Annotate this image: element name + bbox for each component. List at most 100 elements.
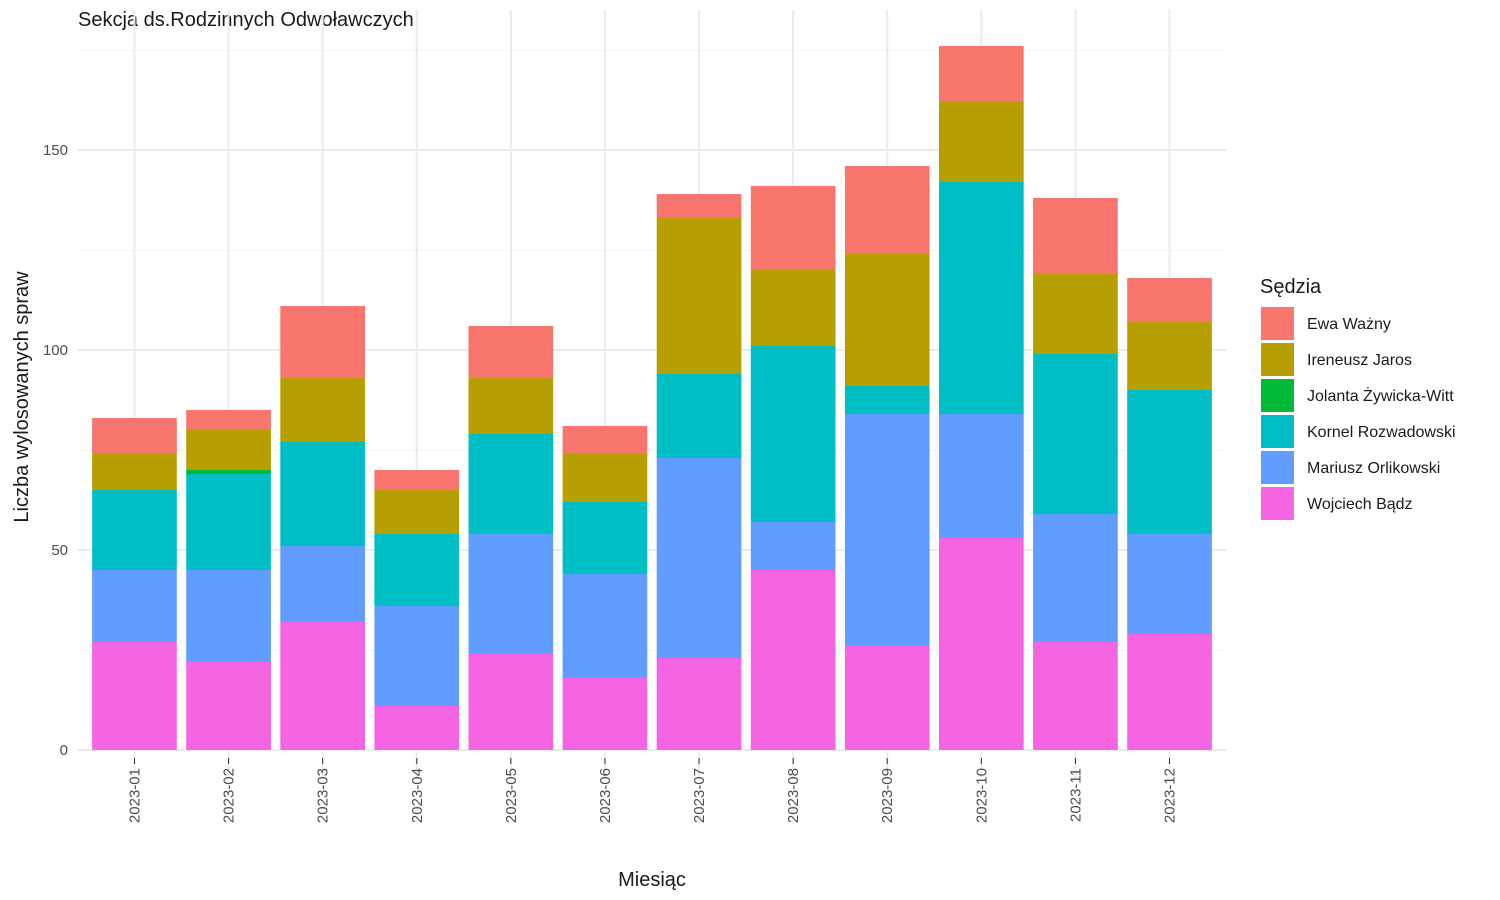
bar-segment: [750, 270, 836, 346]
bar-stack-2023-01: [92, 418, 177, 750]
legend-item: Ireneusz Jaros: [1261, 343, 1412, 376]
bar-stack-2023-08: [750, 186, 836, 750]
x-axis-ticks: 2023-01 2023-02 2023-03 2023-04 2023-05 2023-…: [126, 758, 1179, 823]
bar-segment: [656, 374, 742, 458]
legend-swatch: [1261, 379, 1294, 412]
bar-stack-2023-11: [1033, 198, 1118, 750]
legend-label: Kornel Rozwadowski: [1307, 424, 1456, 441]
bar-stack-2023-10: [939, 46, 1024, 750]
bar-segment: [374, 606, 460, 706]
legend-swatch: [1261, 487, 1294, 520]
chart-title: Sekcja ds.Rodzinnych Odwoławczych: [78, 9, 414, 31]
bar-segment: [92, 570, 177, 642]
bar-segment: [92, 418, 177, 454]
bar-segment: [750, 570, 836, 750]
x-tick-label: 2023-11: [1067, 768, 1084, 822]
legend-item: Wojciech Bądz: [1261, 487, 1413, 520]
legend: Sędzia Ewa Ważny Ireneusz Jaros Jolanta Ży…: [1260, 276, 1456, 520]
legend-items: Ewa Ważny Ireneusz Jaros Jolanta Żywicka-W…: [1261, 307, 1456, 520]
bar-segment: [939, 182, 1024, 414]
legend-label: Mariusz Orlikowski: [1307, 460, 1440, 477]
bar-segment: [468, 654, 554, 750]
bar-segment: [750, 186, 836, 270]
x-tick-label: 2023-02: [221, 768, 238, 823]
bar-segment: [844, 166, 930, 254]
bar-segment: [656, 218, 742, 374]
bar-segment: [844, 386, 930, 414]
bar-segment: [280, 442, 365, 546]
x-tick-label: 2023-05: [503, 768, 520, 823]
bar-segment: [280, 378, 365, 442]
y-tick-label: 0: [60, 742, 68, 759]
legend-label: Jolanta Żywicka-Witt: [1307, 386, 1454, 405]
bar-segment: [844, 254, 930, 386]
bar-stack-2023-05: [468, 326, 554, 750]
bar-segment: [844, 414, 930, 646]
bar-segment: [939, 102, 1024, 182]
bar-stack-2023-03: [280, 306, 365, 750]
legend-item: Kornel Rozwadowski: [1261, 415, 1456, 448]
legend-swatch: [1261, 307, 1294, 340]
y-tick-label: 100: [43, 342, 68, 359]
x-tick-label: 2023-04: [409, 768, 426, 823]
bar-segment: [1033, 198, 1118, 274]
bar-segment: [280, 306, 365, 378]
bar-stack-2023-07: [656, 194, 742, 750]
bar-segment: [562, 502, 648, 574]
x-tick-label: 2023-03: [315, 768, 332, 823]
bar-segment: [92, 642, 177, 750]
x-tick-label: 2023-12: [1162, 768, 1179, 823]
legend-swatch: [1261, 343, 1294, 376]
bar-segment: [562, 454, 648, 502]
x-tick-label: 2023-06: [597, 768, 614, 823]
bar-segment: [562, 678, 648, 750]
bar-segment: [562, 426, 648, 454]
bar-stack-2023-02: [186, 410, 271, 750]
legend-item: Mariusz Orlikowski: [1261, 451, 1440, 484]
legend-label: Ireneusz Jaros: [1307, 352, 1412, 369]
bar-segment: [844, 646, 930, 750]
y-tick-label: 50: [51, 542, 68, 559]
legend-item: Jolanta Żywicka-Witt: [1261, 379, 1454, 412]
y-axis-title: Liczba wylosowanych spraw: [11, 271, 33, 523]
x-tick-label: 2023-08: [785, 768, 802, 823]
bar-segment: [186, 570, 271, 662]
bar-segment: [1127, 534, 1212, 634]
legend-item: Ewa Ważny: [1261, 307, 1391, 340]
x-tick-label: 2023-01: [126, 768, 143, 823]
x-tick-label: 2023-09: [879, 768, 896, 823]
bar-segment: [750, 522, 836, 570]
bar-segment: [1033, 514, 1118, 642]
bar-segment: [656, 194, 742, 218]
bars: [92, 46, 1212, 750]
bar-segment: [1127, 390, 1212, 534]
legend-swatch: [1261, 451, 1294, 484]
bar-segment: [1127, 322, 1212, 390]
bar-segment: [186, 470, 271, 474]
bar-segment: [186, 474, 271, 570]
bar-segment: [656, 458, 742, 658]
bar-segment: [374, 470, 460, 490]
bar-segment: [1033, 354, 1118, 514]
legend-title: Sędzia: [1260, 276, 1322, 298]
legend-swatch: [1261, 415, 1294, 448]
x-tick-label: 2023-10: [973, 768, 990, 823]
bar-segment: [374, 490, 460, 534]
bar-segment: [1127, 278, 1212, 322]
bar-segment: [374, 706, 460, 750]
bar-segment: [468, 326, 554, 378]
bar-stack-2023-04: [374, 470, 460, 750]
bar-segment: [186, 430, 271, 470]
bar-segment: [562, 574, 648, 678]
bar-segment: [750, 346, 836, 522]
legend-label: Ewa Ważny: [1307, 316, 1391, 333]
y-axis-ticks: 0 50 100 150: [43, 142, 68, 759]
bar-segment: [1127, 634, 1212, 750]
bar-segment: [468, 534, 554, 654]
bar-segment: [280, 546, 365, 622]
bar-segment: [92, 490, 177, 570]
bar-segment: [186, 410, 271, 430]
bar-segment: [468, 378, 554, 434]
bar-segment: [186, 662, 271, 750]
